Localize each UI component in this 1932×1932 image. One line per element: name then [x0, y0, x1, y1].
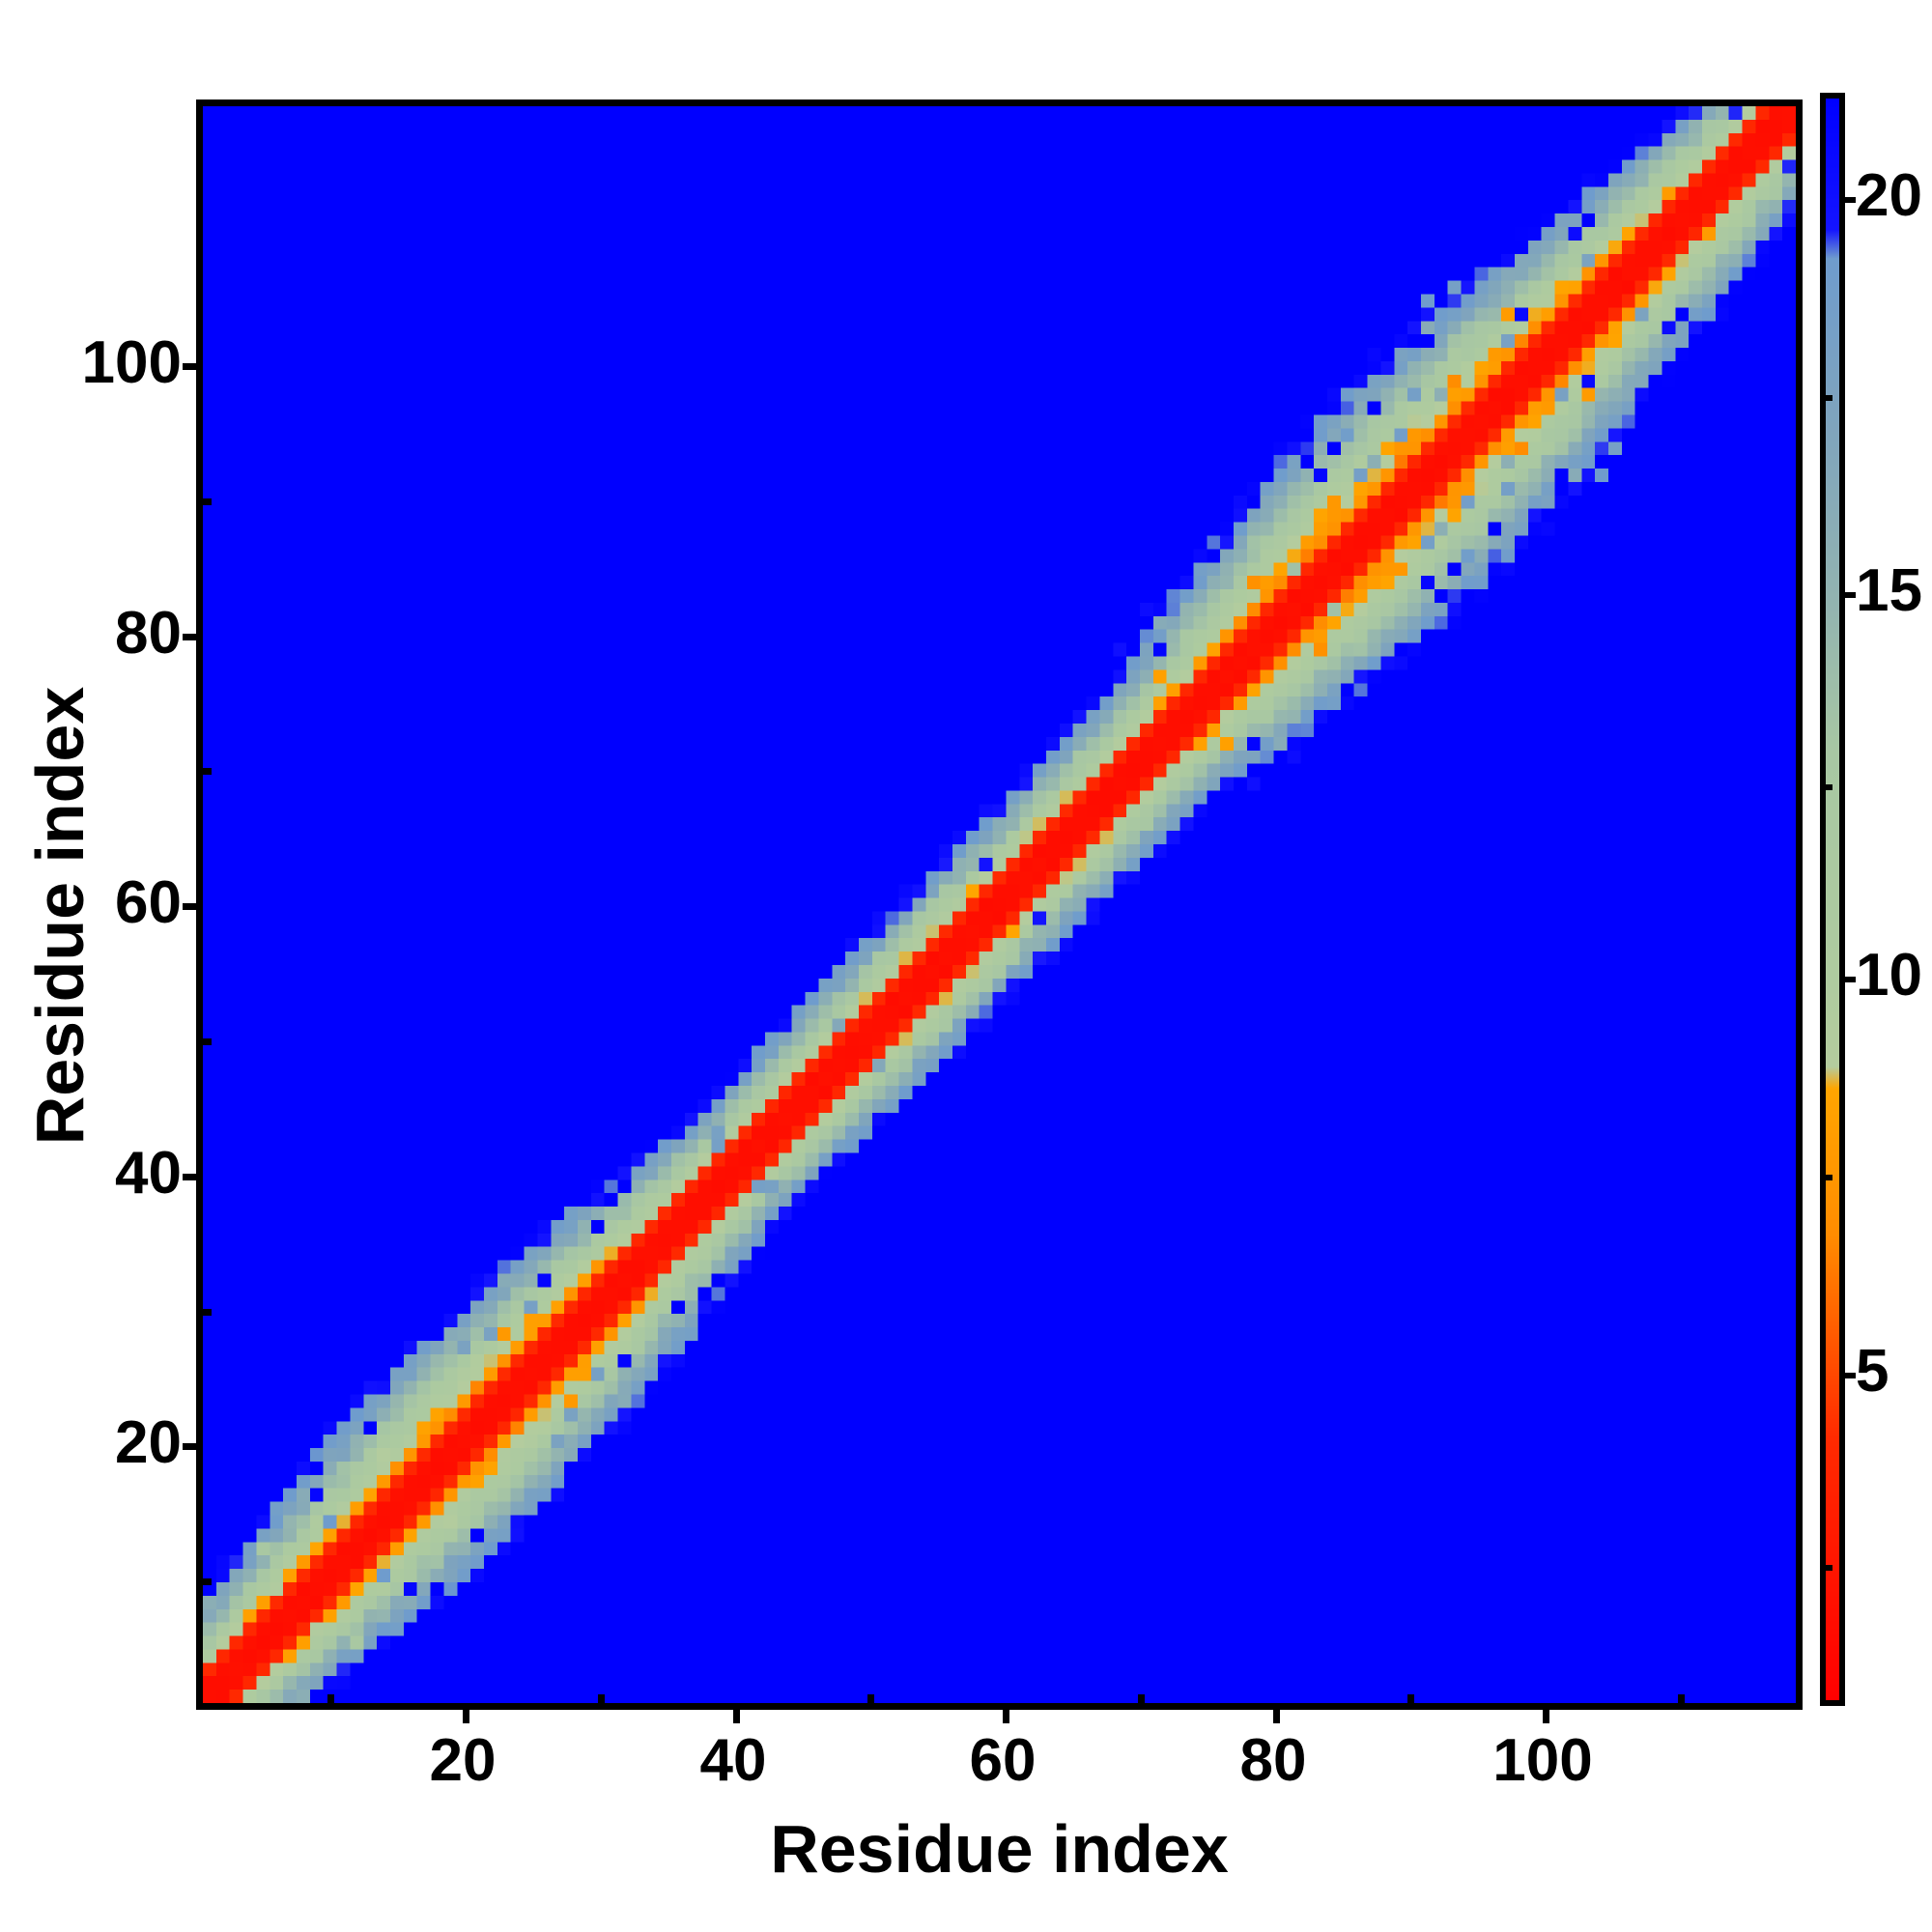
- y-tick-mark: [183, 1443, 196, 1450]
- colorbar-label-5: 5: [1856, 1338, 1889, 1405]
- x-minor-tick-mark: [1407, 1694, 1414, 1710]
- y-tick-mark: [183, 1174, 196, 1180]
- y-minor-tick-mark: [196, 498, 212, 505]
- colorbar: [1820, 93, 1845, 1706]
- y-tick-mark: [183, 903, 196, 910]
- colorbar-label-20: 20: [1856, 162, 1922, 229]
- x-tick-label-40: 40: [699, 1727, 767, 1794]
- x-minor-tick-mark: [1138, 1694, 1145, 1710]
- y-tick-label-80: 80: [115, 600, 182, 667]
- x-tick-label-20: 20: [429, 1727, 497, 1794]
- colorbar-tick-mark-20: [1843, 197, 1856, 203]
- y-tick-mark: [183, 634, 196, 640]
- colorbar-gradient: [1826, 99, 1839, 1700]
- colorbar-label-15: 15: [1856, 557, 1922, 624]
- colorbar-tick-mark-10: [1843, 977, 1856, 982]
- y-minor-tick-mark: [196, 1038, 212, 1045]
- x-tick-mark: [1273, 1710, 1280, 1723]
- colorbar-minor-tick-mark: [1820, 1565, 1833, 1571]
- y-minor-tick-mark: [196, 768, 212, 775]
- x-tick-mark: [1543, 1710, 1549, 1723]
- colorbar-minor-tick-mark: [1820, 784, 1833, 790]
- y-minor-tick-mark: [196, 1309, 212, 1316]
- colorbar-label-10: 10: [1856, 942, 1922, 1009]
- x-tick-label-100: 100: [1492, 1727, 1593, 1794]
- x-tick-mark: [1003, 1710, 1009, 1723]
- y-minor-tick-mark: [196, 1578, 212, 1585]
- heatmap-plot-area: [196, 99, 1803, 1710]
- x-minor-tick-mark: [1678, 1694, 1685, 1710]
- y-tick-mark: [183, 363, 196, 370]
- colorbar-tick-mark-15: [1843, 592, 1856, 598]
- x-tick-mark: [733, 1710, 740, 1723]
- x-minor-tick-mark: [598, 1694, 605, 1710]
- x-minor-tick-mark: [327, 1694, 334, 1710]
- y-tick-label-20: 20: [115, 1409, 182, 1476]
- y-axis-title: Residue index: [22, 686, 98, 1146]
- heatmap-image: [203, 106, 1796, 1703]
- x-tick-label-80: 80: [1239, 1727, 1307, 1794]
- x-minor-tick-mark: [867, 1694, 874, 1710]
- y-tick-label-60: 60: [115, 869, 182, 936]
- y-tick-label-40: 40: [115, 1140, 182, 1207]
- y-tick-label-100: 100: [81, 329, 182, 396]
- colorbar-tick-mark-5: [1843, 1373, 1856, 1378]
- colorbar-minor-tick-mark: [1820, 395, 1833, 401]
- colorbar-minor-tick-mark: [1820, 1175, 1833, 1180]
- x-axis-title: Residue index: [770, 1811, 1229, 1887]
- x-tick-mark: [463, 1710, 469, 1723]
- x-tick-label-60: 60: [969, 1727, 1037, 1794]
